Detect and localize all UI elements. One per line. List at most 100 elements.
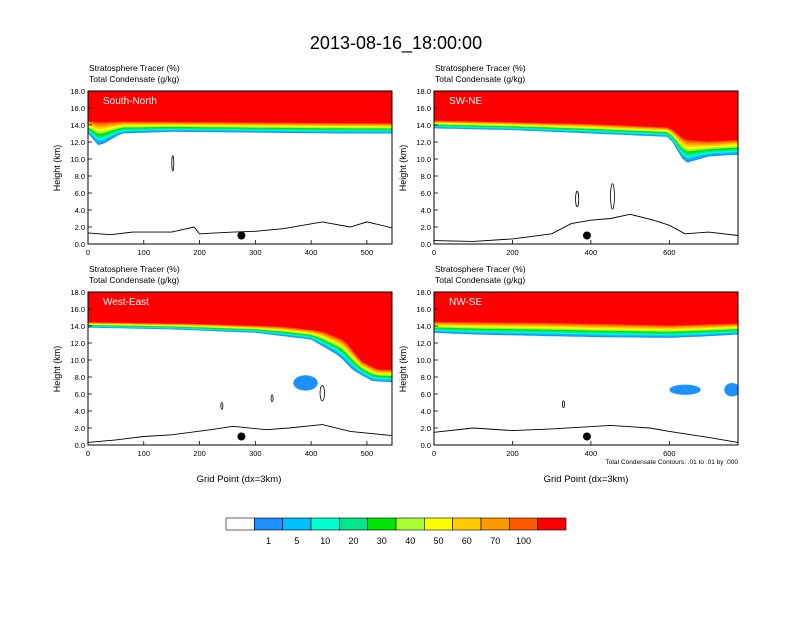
condensate-contour [270, 394, 274, 403]
condensate-contour [220, 402, 224, 410]
colorbar-swatch [310, 517, 340, 531]
y-tick-label: 16.0 [416, 104, 431, 113]
x-tick-label: 400 [305, 248, 318, 257]
colorbar-label: 1 [266, 536, 271, 546]
y-tick-label: 16.0 [70, 104, 85, 113]
y-tick-label: 8.0 [75, 172, 85, 181]
condensate-contour [319, 385, 325, 402]
panel-south-north: Stratosphere Tracer (%) Total Condensate… [52, 63, 393, 257]
colorbar-swatch [282, 517, 312, 531]
colorbar-swatch [395, 517, 425, 531]
colorbar-swatch [452, 517, 482, 531]
y-tick-label: 8.0 [421, 172, 431, 181]
x-tick-label: 200 [506, 248, 519, 257]
y-tick-label: 8.0 [75, 373, 85, 382]
x-tick-label: 400 [305, 449, 318, 458]
colorbar-swatch [537, 517, 567, 531]
panel-nw-se: Stratosphere Tracer (%) Total Condensate… [398, 264, 739, 485]
x-tick-label: 0 [432, 248, 436, 257]
colorbar-label: 5 [294, 536, 299, 546]
x-axis-label: Grid Point (dx=3km) [544, 474, 629, 485]
colorbar-label: 20 [348, 536, 358, 546]
y-tick-label: 14.0 [70, 121, 85, 130]
y-tick-label: 14.0 [416, 322, 431, 331]
condensate-contour [562, 400, 565, 409]
colorbar: 1 5 10 20 30 40 50 60 70 100 [225, 517, 567, 546]
y-tick-label: 10.0 [416, 356, 431, 365]
panel-sw-ne: Stratosphere Tracer (%) Total Condensate… [398, 63, 739, 257]
terrain-line [434, 213, 738, 242]
y-tick-label: 0.0 [75, 441, 85, 450]
panel-header-line1: Stratosphere Tracer (%) [89, 63, 180, 73]
y-tick-label: 8.0 [421, 373, 431, 382]
panel-header-line2: Total Condensate (g/kg) [89, 74, 179, 84]
x-tick-label: 0 [432, 449, 436, 458]
y-tick-label: 4.0 [421, 407, 431, 416]
location-marker [582, 432, 591, 441]
y-axis-label: Height (km) [398, 346, 408, 393]
plot-area-west-east: West-East 0.0 2.0 4.0 6.0 8.0 10.0 12.0 14.0 16.0… [70, 288, 393, 458]
colorbar-swatch [509, 517, 538, 531]
y-tick-label: 18.0 [70, 87, 85, 96]
panel-header-line1: Stratosphere Tracer (%) [89, 264, 180, 274]
colorbar-label: 30 [377, 536, 387, 546]
colorbar-label: 60 [462, 536, 472, 546]
terrain-line [88, 221, 392, 236]
y-tick-label: 0.0 [421, 240, 431, 249]
x-tick-label: 0 [86, 449, 90, 458]
condensate-blob [724, 382, 738, 397]
x-tick-label: 200 [193, 449, 206, 458]
condensate-contour [610, 183, 615, 210]
colorbar-swatch [367, 517, 397, 531]
y-tick-label: 2.0 [75, 223, 85, 232]
x-tick-label: 200 [193, 248, 206, 257]
plot-area-south-north: South-North 0.0 2.0 4.0 6.0 8.0 10.0 12.0 14.0 16… [70, 87, 393, 257]
location-marker [582, 231, 591, 240]
panel-header-line2: Total Condensate (g/kg) [435, 275, 525, 285]
tracer-band-11 [434, 292, 738, 326]
colorbar-label: 10 [320, 536, 330, 546]
y-axis-label: Height (km) [398, 145, 408, 192]
y-tick-label: 6.0 [421, 189, 431, 198]
x-tick-label: 400 [585, 248, 598, 257]
x-tick-label: 500 [361, 248, 374, 257]
tracer-band-11 [88, 91, 392, 124]
colorbar-swatch [254, 517, 283, 531]
y-tick-label: 4.0 [421, 206, 431, 215]
y-tick-label: 6.0 [421, 390, 431, 399]
condensate-contour [171, 155, 175, 172]
panel-header-line2: Total Condensate (g/kg) [435, 74, 525, 84]
y-tick-label: 12.0 [416, 138, 431, 147]
condensate-blob [669, 384, 701, 395]
location-marker [237, 432, 246, 441]
panel-header-line1: Stratosphere Tracer (%) [435, 264, 526, 274]
x-tick-label: 300 [249, 248, 262, 257]
x-tick-label: 100 [138, 449, 151, 458]
plot-area-sw-ne: SW-NE 0.0 2.0 4.0 6.0 8.0 10.0 12.0 14.0 16.0 18.0… [416, 87, 739, 257]
colorbar-label: 50 [433, 536, 443, 546]
y-tick-label: 12.0 [70, 339, 85, 348]
y-tick-label: 10.0 [416, 155, 431, 164]
plot-frame [433, 90, 739, 245]
panel-name: South-North [103, 96, 157, 107]
y-tick-label: 6.0 [75, 390, 85, 399]
y-tick-label: 12.0 [416, 339, 431, 348]
panel-name: West-East [103, 297, 149, 308]
y-tick-label: 2.0 [421, 223, 431, 232]
y-tick-label: 0.0 [75, 240, 85, 249]
y-tick-label: 14.0 [70, 322, 85, 331]
x-tick-label: 300 [249, 449, 262, 458]
y-tick-label: 14.0 [416, 121, 431, 130]
tracer-band-11 [88, 292, 392, 370]
y-tick-label: 12.0 [70, 138, 85, 147]
y-tick-label: 16.0 [416, 305, 431, 314]
x-tick-label: 600 [663, 248, 676, 257]
x-tick-label: 400 [585, 449, 598, 458]
y-tick-label: 2.0 [421, 424, 431, 433]
x-tick-label: 100 [138, 248, 151, 257]
condensate-contour [575, 190, 580, 208]
x-tick-label: 600 [663, 449, 676, 458]
x-tick-label: 0 [86, 248, 90, 257]
y-tick-label: 0.0 [421, 441, 431, 450]
